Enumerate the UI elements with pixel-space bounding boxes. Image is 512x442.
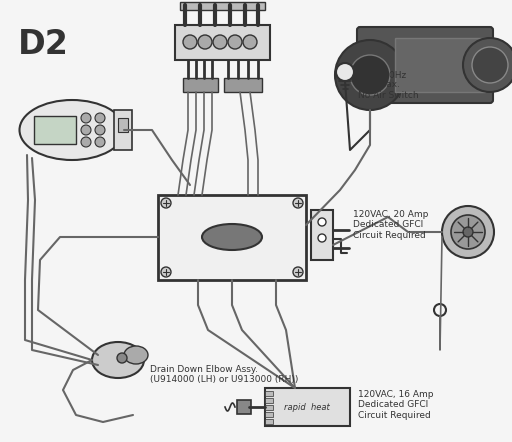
FancyBboxPatch shape bbox=[265, 405, 273, 410]
Circle shape bbox=[335, 40, 405, 110]
Circle shape bbox=[350, 55, 390, 95]
Circle shape bbox=[243, 35, 257, 49]
Ellipse shape bbox=[124, 346, 148, 364]
FancyBboxPatch shape bbox=[265, 398, 273, 403]
FancyBboxPatch shape bbox=[395, 38, 485, 92]
Text: 120V/60Hz
16A Max.
No Air Switch: 120V/60Hz 16A Max. No Air Switch bbox=[358, 70, 419, 100]
FancyBboxPatch shape bbox=[265, 412, 273, 417]
Circle shape bbox=[95, 113, 105, 123]
Circle shape bbox=[463, 227, 473, 237]
Text: D2: D2 bbox=[18, 28, 69, 61]
Ellipse shape bbox=[19, 100, 124, 160]
Circle shape bbox=[213, 35, 227, 49]
Circle shape bbox=[451, 215, 485, 249]
FancyBboxPatch shape bbox=[114, 110, 132, 150]
Circle shape bbox=[318, 234, 326, 242]
Circle shape bbox=[161, 267, 171, 277]
Circle shape bbox=[442, 206, 494, 258]
Circle shape bbox=[81, 113, 91, 123]
Circle shape bbox=[318, 218, 326, 226]
FancyBboxPatch shape bbox=[311, 210, 333, 260]
FancyBboxPatch shape bbox=[34, 116, 76, 144]
Circle shape bbox=[463, 38, 512, 92]
FancyBboxPatch shape bbox=[265, 391, 273, 396]
FancyBboxPatch shape bbox=[183, 78, 218, 92]
FancyBboxPatch shape bbox=[265, 419, 273, 424]
Circle shape bbox=[293, 198, 303, 208]
Text: Drain Down Elbow Assy.
(U914000 (LH) or U913000 (RH)): Drain Down Elbow Assy. (U914000 (LH) or … bbox=[150, 365, 298, 385]
Text: 120VAC, 20 Amp
Dedicated GFCI
Circuit Required: 120VAC, 20 Amp Dedicated GFCI Circuit Re… bbox=[353, 210, 429, 240]
Circle shape bbox=[95, 137, 105, 147]
FancyBboxPatch shape bbox=[180, 2, 265, 10]
Circle shape bbox=[161, 198, 171, 208]
Circle shape bbox=[198, 35, 212, 49]
Text: 120VAC, 16 Amp
Dedicated GFCI
Circuit Required: 120VAC, 16 Amp Dedicated GFCI Circuit Re… bbox=[358, 390, 434, 420]
Ellipse shape bbox=[92, 342, 144, 378]
FancyBboxPatch shape bbox=[118, 118, 128, 132]
Circle shape bbox=[81, 137, 91, 147]
Circle shape bbox=[183, 35, 197, 49]
FancyBboxPatch shape bbox=[357, 27, 493, 103]
FancyBboxPatch shape bbox=[158, 195, 306, 280]
Circle shape bbox=[228, 35, 242, 49]
Ellipse shape bbox=[202, 224, 262, 250]
Text: rapid  heat: rapid heat bbox=[284, 403, 330, 412]
Circle shape bbox=[117, 353, 127, 363]
FancyBboxPatch shape bbox=[175, 25, 270, 60]
Circle shape bbox=[336, 63, 354, 81]
FancyBboxPatch shape bbox=[265, 388, 350, 426]
FancyBboxPatch shape bbox=[224, 78, 262, 92]
Circle shape bbox=[472, 47, 508, 83]
FancyBboxPatch shape bbox=[237, 400, 251, 414]
Circle shape bbox=[95, 125, 105, 135]
Circle shape bbox=[81, 125, 91, 135]
Circle shape bbox=[293, 267, 303, 277]
